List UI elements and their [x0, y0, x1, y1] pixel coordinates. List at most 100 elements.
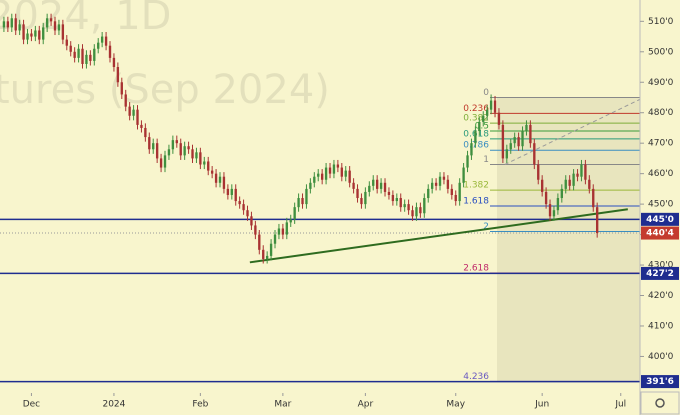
candle-body: [427, 188, 430, 199]
candle-body: [140, 124, 143, 128]
candle-body: [85, 54, 88, 64]
price-tag-label: 427'2: [646, 269, 674, 279]
candle-body: [588, 179, 591, 189]
candle-body: [163, 155, 167, 168]
fib-label: 1: [483, 155, 489, 165]
price-tag: [641, 266, 679, 280]
watermark: 2024, 1D tures (Sep 2024): [0, 0, 330, 113]
candle-body: [595, 207, 599, 234]
candle-body: [175, 140, 178, 144]
candle-body: [478, 121, 481, 131]
candle-body: [250, 216, 253, 226]
candle-body: [104, 36, 108, 46]
candle-body: [438, 176, 442, 186]
candle-body: [379, 182, 383, 189]
candle-body: [529, 124, 532, 144]
candle-body: [576, 173, 579, 177]
candle-body: [124, 94, 127, 107]
candle-body: [297, 198, 300, 208]
fib-label: 0: [483, 88, 489, 98]
candle-body: [368, 185, 371, 192]
candle-body: [148, 137, 151, 150]
candle-body: [10, 18, 13, 28]
candle-body: [26, 33, 29, 40]
candle-body: [22, 24, 25, 40]
candle-body: [262, 249, 265, 259]
candle-body: [336, 164, 340, 168]
trendline: [249, 208, 628, 264]
candle-body: [61, 24, 65, 40]
plot-area: 00.2360.3820.50.6180.78611.3821.61822.61…: [0, 13, 640, 383]
candle-body: [411, 210, 414, 217]
y-tick-label: 420'0: [648, 291, 674, 301]
candle-body: [430, 182, 434, 189]
price-tag: [641, 212, 679, 226]
fib-label: 4.236: [463, 372, 489, 382]
candle-body: [560, 188, 563, 199]
price-tag-label: 391'6: [646, 377, 674, 387]
candle-body: [2, 21, 6, 28]
candle-body: [442, 176, 446, 180]
candle-body: [187, 146, 190, 150]
y-tick-label: 480'0: [648, 108, 674, 118]
candle-body: [328, 167, 332, 174]
candle-body: [289, 219, 292, 223]
candle-body: [517, 137, 520, 147]
candle-body: [97, 42, 100, 49]
candle-body: [364, 191, 367, 205]
candle-body: [269, 243, 273, 256]
candle-body: [372, 179, 375, 186]
candle-body: [572, 173, 575, 186]
candle-body: [144, 127, 147, 138]
candle-body: [580, 164, 583, 177]
fib-label: 0.382: [463, 114, 489, 124]
candle-body: [34, 30, 37, 37]
y-tick-label: 490'0: [648, 78, 674, 88]
candle-body: [458, 182, 461, 202]
candle-body: [462, 167, 465, 183]
candle-body: [509, 143, 512, 150]
fib-zone: [497, 97, 640, 382]
candle-body: [423, 198, 426, 214]
candle-body: [407, 204, 410, 211]
fib-label: 2.618: [463, 263, 489, 273]
candle-body: [112, 57, 116, 68]
x-tick-label: Jun: [534, 400, 549, 410]
candle-body: [454, 194, 457, 202]
candle-body: [171, 140, 175, 150]
candle-body: [265, 255, 269, 259]
candle-body: [568, 179, 571, 186]
candle-body: [466, 155, 469, 168]
candle-body: [183, 146, 186, 156]
candle-body: [207, 161, 210, 171]
candle-body: [6, 21, 10, 28]
candle-body: [489, 100, 493, 110]
candle-body: [399, 198, 402, 208]
candle-body: [540, 179, 544, 192]
price-tag: [641, 226, 679, 240]
candle-body: [419, 207, 422, 214]
price-tag-label: 440'4: [646, 229, 674, 239]
x-tick-label: Feb: [192, 400, 208, 410]
candle-body: [387, 191, 391, 195]
candle-body: [446, 179, 450, 189]
candle-body: [564, 179, 567, 189]
candle-body: [375, 179, 379, 189]
candle-body: [352, 182, 355, 189]
candle-body: [383, 182, 387, 192]
candle-body: [218, 176, 222, 183]
candle-body: [395, 198, 398, 202]
settings-button[interactable]: [640, 391, 680, 415]
candle-body: [273, 234, 277, 244]
y-tick-label: 430'0: [648, 261, 674, 271]
candle-body: [230, 188, 233, 195]
candle-body: [450, 188, 453, 195]
candle-body: [505, 149, 508, 159]
candle-body: [313, 176, 316, 183]
candle-body: [348, 170, 351, 183]
candle-body: [497, 112, 501, 125]
candle-body: [210, 170, 214, 174]
candle-body: [57, 24, 61, 31]
y-tick-label: 500'0: [648, 47, 674, 57]
